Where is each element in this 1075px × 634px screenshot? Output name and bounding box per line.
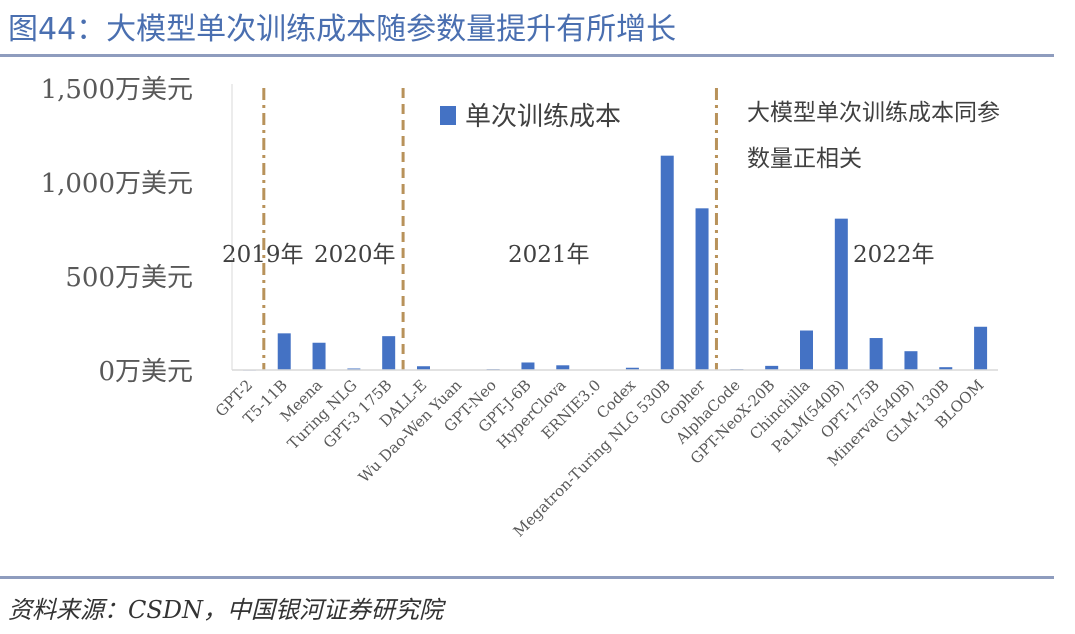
- bar: [347, 368, 361, 370]
- y-tick-label: 0万美元: [98, 357, 193, 387]
- bar-chart: 0万美元500万美元1,000万美元1,500万美元GPT-2T5-11BMee…: [41, 75, 1000, 540]
- year-annotation: 2019年: [222, 242, 304, 268]
- bar: [521, 362, 535, 370]
- bar: [312, 342, 326, 370]
- bar: [277, 333, 291, 370]
- note-annotation: 大模型单次训练成本同参: [747, 100, 1000, 126]
- legend-swatch: [440, 106, 456, 125]
- year-annotation: 2021年: [508, 242, 590, 268]
- y-tick-label: 1,000万美元: [41, 169, 193, 199]
- bar: [382, 336, 396, 370]
- top-rule: [0, 54, 1054, 57]
- bar: [834, 218, 848, 370]
- y-tick-label: 500万美元: [65, 263, 193, 293]
- bar: [904, 351, 918, 370]
- bar: [869, 338, 883, 370]
- bar: [974, 326, 988, 370]
- year-annotation: 2020年: [314, 242, 396, 268]
- bar: [660, 155, 674, 370]
- figure-title: 图44：大模型单次训练成本随参数量提升有所增长: [8, 12, 677, 47]
- year-annotation: 2022年: [853, 242, 935, 268]
- bar: [625, 367, 639, 370]
- bar: [765, 365, 779, 370]
- bar: [556, 365, 570, 370]
- bar: [695, 208, 709, 370]
- legend-label: 单次训练成本: [465, 102, 621, 132]
- note-annotation: 数量正相关: [747, 146, 862, 172]
- bar: [800, 330, 813, 370]
- source-note: 资料来源：CSDN，中国银河证券研究院: [8, 596, 444, 624]
- bottom-rule: [0, 576, 1054, 579]
- bar: [417, 366, 430, 370]
- bar: [939, 367, 953, 370]
- y-tick-label: 1,500万美元: [41, 75, 193, 105]
